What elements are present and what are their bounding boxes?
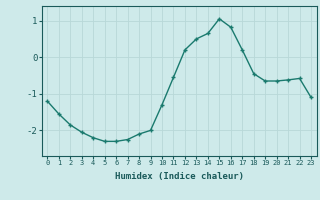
X-axis label: Humidex (Indice chaleur): Humidex (Indice chaleur) [115,172,244,181]
